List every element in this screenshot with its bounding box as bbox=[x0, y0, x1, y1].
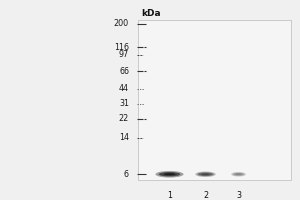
Text: 66: 66 bbox=[119, 67, 129, 76]
Text: 2: 2 bbox=[203, 190, 208, 200]
Ellipse shape bbox=[236, 174, 242, 175]
Ellipse shape bbox=[195, 172, 216, 177]
Text: 6: 6 bbox=[124, 170, 129, 179]
Ellipse shape bbox=[155, 171, 184, 178]
Text: 14: 14 bbox=[119, 133, 129, 142]
Text: 31: 31 bbox=[119, 99, 129, 108]
Ellipse shape bbox=[159, 172, 180, 176]
Text: 97: 97 bbox=[119, 50, 129, 59]
Text: 22: 22 bbox=[119, 114, 129, 123]
Text: 3: 3 bbox=[236, 190, 241, 200]
Text: 116: 116 bbox=[114, 43, 129, 52]
Text: kDa: kDa bbox=[142, 9, 161, 18]
Ellipse shape bbox=[201, 173, 210, 175]
Ellipse shape bbox=[164, 173, 175, 175]
Ellipse shape bbox=[233, 173, 244, 176]
FancyBboxPatch shape bbox=[138, 20, 291, 180]
Text: 44: 44 bbox=[119, 84, 129, 93]
Text: 1: 1 bbox=[167, 190, 172, 200]
Ellipse shape bbox=[198, 172, 213, 176]
Ellipse shape bbox=[231, 172, 246, 177]
Text: 200: 200 bbox=[114, 19, 129, 28]
